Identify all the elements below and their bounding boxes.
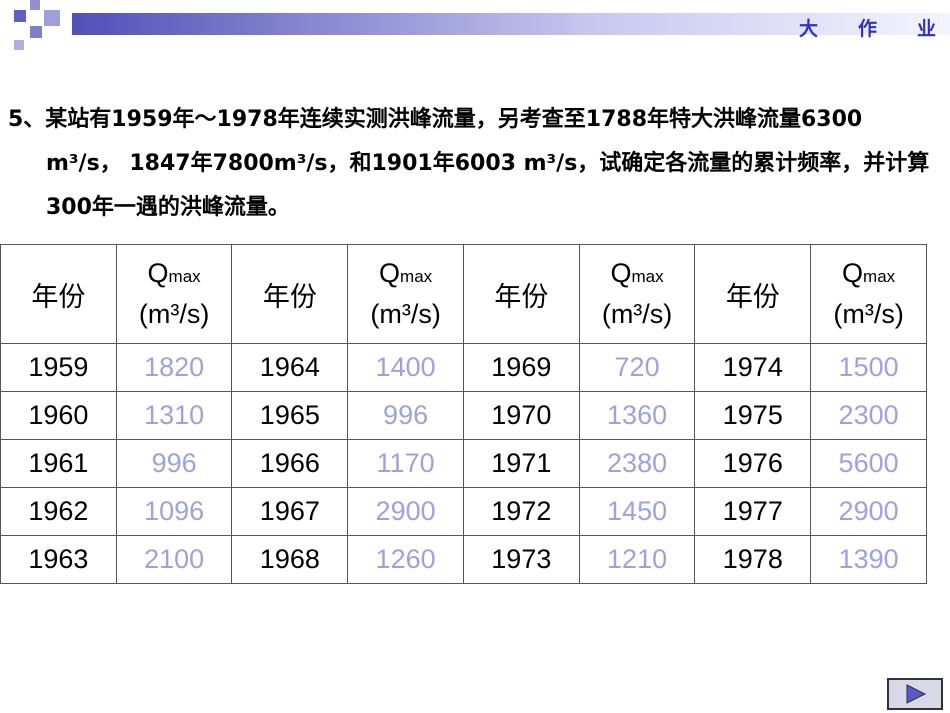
flow-cell: 1450: [578, 487, 696, 536]
flow-unit: (m³/s): [833, 299, 904, 329]
year-cell: 1961: [0, 439, 117, 488]
flow-symbol-line: Qmax: [348, 258, 463, 289]
flow-unit: (m³/s): [601, 299, 673, 329]
year-cell: 1959: [0, 343, 117, 392]
year-header: 年份: [694, 244, 812, 344]
flow-subscript: max: [168, 267, 201, 286]
next-icon: [906, 684, 927, 704]
year-header: 年份: [462, 244, 580, 344]
year-header: 年份: [231, 244, 349, 344]
year-cell: 1969: [462, 343, 580, 392]
decor: [30, 26, 42, 38]
year-cell: 1975: [694, 391, 812, 440]
flow-cell: 996: [115, 439, 233, 488]
year-cell: 1962: [0, 487, 117, 536]
flow-cell: 2100: [115, 535, 233, 584]
year-cell: 1971: [462, 439, 580, 488]
flow-cell: 1170: [347, 439, 464, 488]
year-cell: 1978: [694, 535, 812, 584]
year-cell: 1976: [694, 439, 812, 488]
flow-cell: 1400: [347, 343, 464, 392]
flow-cell: 1360: [578, 391, 696, 440]
flow-symbol-line: Qmax: [117, 258, 232, 289]
table-row: 1961 996 1966 1170 1971 2380 1976 5600: [0, 439, 927, 488]
year-cell: 1968: [231, 535, 349, 584]
flow-cell: 1820: [115, 343, 233, 392]
flow-cell: 5600: [810, 439, 927, 488]
flow-symbol: Q: [610, 258, 632, 288]
year-header: 年份: [0, 244, 117, 344]
flow-subscript: max: [631, 267, 664, 286]
flow-cell: 1390: [810, 535, 927, 584]
table-row: 1962 1096 1967 2900 1972 1450 1977 2900: [0, 487, 927, 536]
year-cell: 1973: [462, 535, 580, 584]
flow-cell: 1210: [578, 535, 696, 584]
flow-symbol: Q: [147, 258, 169, 288]
decor: [30, 0, 40, 10]
year-cell: 1960: [0, 391, 117, 440]
flow-cell: 1260: [347, 535, 464, 584]
flow-header: Qmax (m³/s): [347, 244, 464, 344]
flow-cell: 2380: [578, 439, 696, 488]
year-cell: 1966: [231, 439, 349, 488]
section-title: 大作业: [798, 18, 936, 40]
problem-text: 5、某站有1959年～1978年连续实测洪峰流量，另考查至1788年特大洪峰流量…: [8, 107, 930, 220]
flow-symbol: Q: [379, 258, 401, 288]
flow-subscript: max: [863, 267, 896, 286]
decor: [44, 10, 60, 26]
year-cell: 1965: [231, 391, 349, 440]
table-row: 1959 1820 1964 1400 1969 720 1974 1500: [0, 343, 927, 392]
flow-cell: 1500: [810, 343, 927, 392]
flow-cell: 2900: [810, 487, 927, 536]
year-cell: 1977: [694, 487, 812, 536]
year-cell: 1970: [462, 391, 580, 440]
year-cell: 1964: [231, 343, 349, 392]
flow-unit: (m³/s): [138, 299, 210, 329]
year-cell: 1972: [462, 487, 580, 536]
flow-header: Qmax (m³/s): [578, 244, 696, 344]
year-cell: 1974: [694, 343, 812, 392]
flow-cell: 2900: [347, 487, 464, 536]
flow-header: Qmax (m³/s): [810, 244, 927, 344]
data-table: 年份 Qmax (m³/s) 年份 Qmax (m³/s) 年份 Qmax (m³/s) 年份 Qm…: [0, 244, 927, 584]
flow-symbol-line: Qmax: [811, 258, 926, 289]
year-cell: 1967: [231, 487, 349, 536]
decor: [14, 40, 24, 50]
flow-cell: 720: [578, 343, 696, 392]
flow-symbol: Q: [842, 258, 864, 288]
flow-cell: 996: [347, 391, 464, 440]
flow-header: Qmax (m³/s): [115, 244, 233, 344]
header-bar: [72, 13, 950, 35]
flow-cell: 1096: [115, 487, 233, 536]
decor: [14, 10, 26, 22]
flow-subscript: max: [400, 267, 433, 286]
flow-cell: 2300: [810, 391, 927, 440]
flow-symbol-line: Qmax: [580, 258, 695, 289]
table-row: 1960 1310 1965 996 1970 1360 1975 2300: [0, 391, 927, 440]
next-button[interactable]: [887, 678, 943, 710]
table-row: 1963 2100 1968 1260 1973 1210 1978 1390: [0, 535, 927, 584]
year-cell: 1963: [0, 535, 117, 584]
flow-unit: (m³/s): [370, 299, 441, 329]
flow-cell: 1310: [115, 391, 233, 440]
